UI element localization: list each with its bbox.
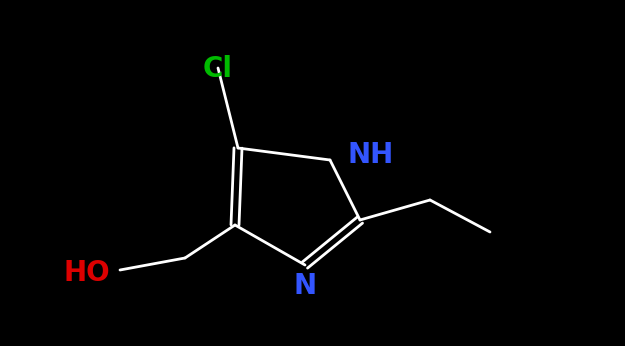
Text: HO: HO bbox=[63, 259, 110, 287]
Text: N: N bbox=[294, 272, 317, 300]
Text: Cl: Cl bbox=[203, 55, 233, 83]
Text: NH: NH bbox=[348, 141, 394, 169]
